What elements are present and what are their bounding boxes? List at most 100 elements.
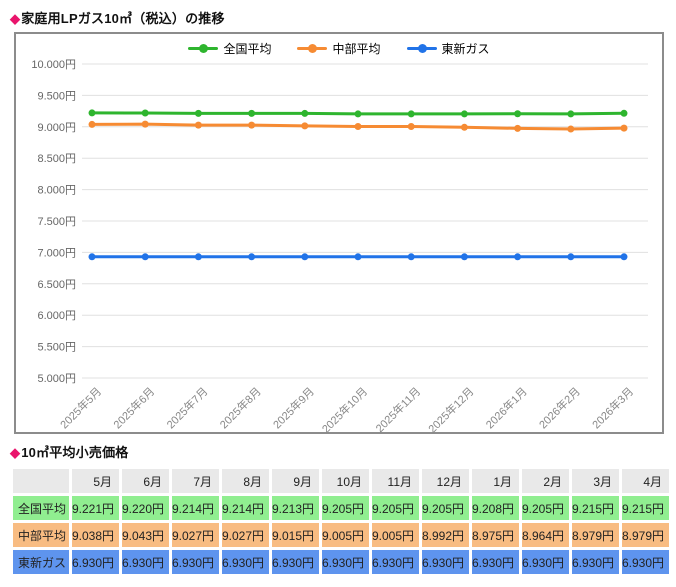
data-point [408, 123, 415, 130]
data-point [408, 110, 415, 117]
data-point [142, 253, 149, 260]
x-tick-label: 2026年2月 [536, 384, 583, 431]
y-tick-label: 10.000円 [31, 59, 76, 71]
price-cell: 8.992円 [422, 523, 469, 547]
price-cell: 9.005円 [372, 523, 419, 547]
data-point [142, 109, 149, 116]
legend-item-0: 全国平均 [188, 40, 271, 57]
price-cell: 9.038円 [72, 523, 119, 547]
data-point [195, 122, 202, 129]
price-cell: 9.205円 [372, 496, 419, 520]
price-cell: 9.215円 [622, 496, 669, 520]
legend-item-2: 東新ガス [407, 40, 490, 57]
price-cell: 6.930円 [172, 550, 219, 574]
data-point [301, 122, 308, 129]
x-tick-label: 2025年8月 [217, 384, 264, 431]
price-cell: 9.043円 [122, 523, 169, 547]
table-row-0: 全国平均9.221円9.220円9.214円9.214円9.213円9.205円… [13, 496, 669, 520]
data-point [355, 123, 362, 130]
price-cell: 9.213円 [272, 496, 319, 520]
price-cell: 9.220円 [122, 496, 169, 520]
data-point [355, 110, 362, 117]
price-cell: 6.930円 [622, 550, 669, 574]
price-cell: 6.930円 [422, 550, 469, 574]
y-tick-label: 5.000円 [37, 373, 76, 385]
month-header: 10月 [322, 469, 369, 493]
data-point [248, 253, 255, 260]
price-cell: 8.979円 [572, 523, 619, 547]
chart-plot-area: 10.000円9.500円9.000円8.500円8.000円7.500円7.0… [16, 34, 662, 432]
table-row-1: 中部平均9.038円9.043円9.027円9.027円9.015円9.005円… [13, 523, 669, 547]
data-point [89, 253, 96, 260]
price-cell: 6.930円 [472, 550, 519, 574]
line-chart: 全国平均中部平均東新ガス 10.000円9.500円9.000円8.500円8.… [14, 32, 664, 434]
chart-title-text: 家庭用LPガス10㎥（税込）の推移 [21, 11, 224, 26]
month-header: 3月 [572, 469, 619, 493]
price-cell: 6.930円 [572, 550, 619, 574]
data-point [567, 253, 574, 260]
month-header: 12月 [422, 469, 469, 493]
price-table: 5月6月7月8月9月10月11月12月1月2月3月4月全国平均9.221円9.2… [10, 466, 672, 577]
legend-line-dot-icon [407, 44, 437, 53]
y-tick-label: 7.000円 [37, 247, 76, 259]
price-cell: 6.930円 [72, 550, 119, 574]
price-cell: 8.975円 [472, 523, 519, 547]
price-cell: 9.214円 [222, 496, 269, 520]
data-point [514, 110, 521, 117]
data-point [301, 253, 308, 260]
y-tick-label: 8.500円 [37, 153, 76, 165]
month-header: 9月 [272, 469, 319, 493]
data-point [195, 110, 202, 117]
month-header: 8月 [222, 469, 269, 493]
row-label: 中部平均 [13, 523, 69, 547]
month-header: 11月 [372, 469, 419, 493]
price-cell: 9.027円 [172, 523, 219, 547]
y-tick-label: 6.000円 [37, 310, 76, 322]
x-tick-label: 2025年12月 [425, 384, 476, 435]
table-header-row: 5月6月7月8月9月10月11月12月1月2月3月4月 [13, 469, 669, 493]
data-point [621, 253, 628, 260]
month-header: 7月 [172, 469, 219, 493]
x-tick-label: 2025年6月 [110, 384, 157, 431]
y-tick-label: 5.500円 [37, 342, 76, 354]
price-cell: 6.930円 [122, 550, 169, 574]
row-label: 全国平均 [13, 496, 69, 520]
chart-section-title: ◆家庭用LPガス10㎥（税込）の推移 [0, 0, 676, 32]
y-tick-label: 9.000円 [37, 122, 76, 134]
month-header: 6月 [122, 469, 169, 493]
month-header: 1月 [472, 469, 519, 493]
legend-line-dot-icon [188, 44, 218, 53]
x-tick-label: 2026年1月 [483, 384, 530, 431]
price-cell: 9.208円 [472, 496, 519, 520]
data-point [195, 253, 202, 260]
data-point [514, 253, 521, 260]
x-tick-label: 2025年5月 [57, 384, 104, 431]
price-cell: 9.215円 [572, 496, 619, 520]
price-cell: 6.930円 [372, 550, 419, 574]
data-point [514, 125, 521, 132]
data-point [248, 110, 255, 117]
price-cell: 9.214円 [172, 496, 219, 520]
price-cell: 9.205円 [322, 496, 369, 520]
data-point [301, 110, 308, 117]
data-point [461, 124, 468, 131]
row-label: 東新ガス [13, 550, 69, 574]
table-corner-cell [13, 469, 69, 493]
diamond-bullet-icon: ◆ [10, 11, 20, 26]
table-row-2: 東新ガス6.930円6.930円6.930円6.930円6.930円6.930円… [13, 550, 669, 574]
price-cell: 8.979円 [622, 523, 669, 547]
price-cell: 8.964円 [522, 523, 569, 547]
data-point [408, 253, 415, 260]
data-point [461, 110, 468, 117]
x-tick-label: 2025年10月 [319, 384, 370, 435]
month-header: 2月 [522, 469, 569, 493]
price-cell: 6.930円 [322, 550, 369, 574]
price-cell: 9.221円 [72, 496, 119, 520]
y-tick-label: 7.500円 [37, 216, 76, 228]
page: ◆家庭用LPガス10㎥（税込）の推移 全国平均中部平均東新ガス 10.000円9… [0, 0, 676, 577]
x-tick-label: 2025年7月 [163, 384, 210, 431]
data-point [567, 126, 574, 133]
legend-item-1: 中部平均 [297, 40, 380, 57]
price-cell: 6.930円 [222, 550, 269, 574]
data-point [461, 253, 468, 260]
